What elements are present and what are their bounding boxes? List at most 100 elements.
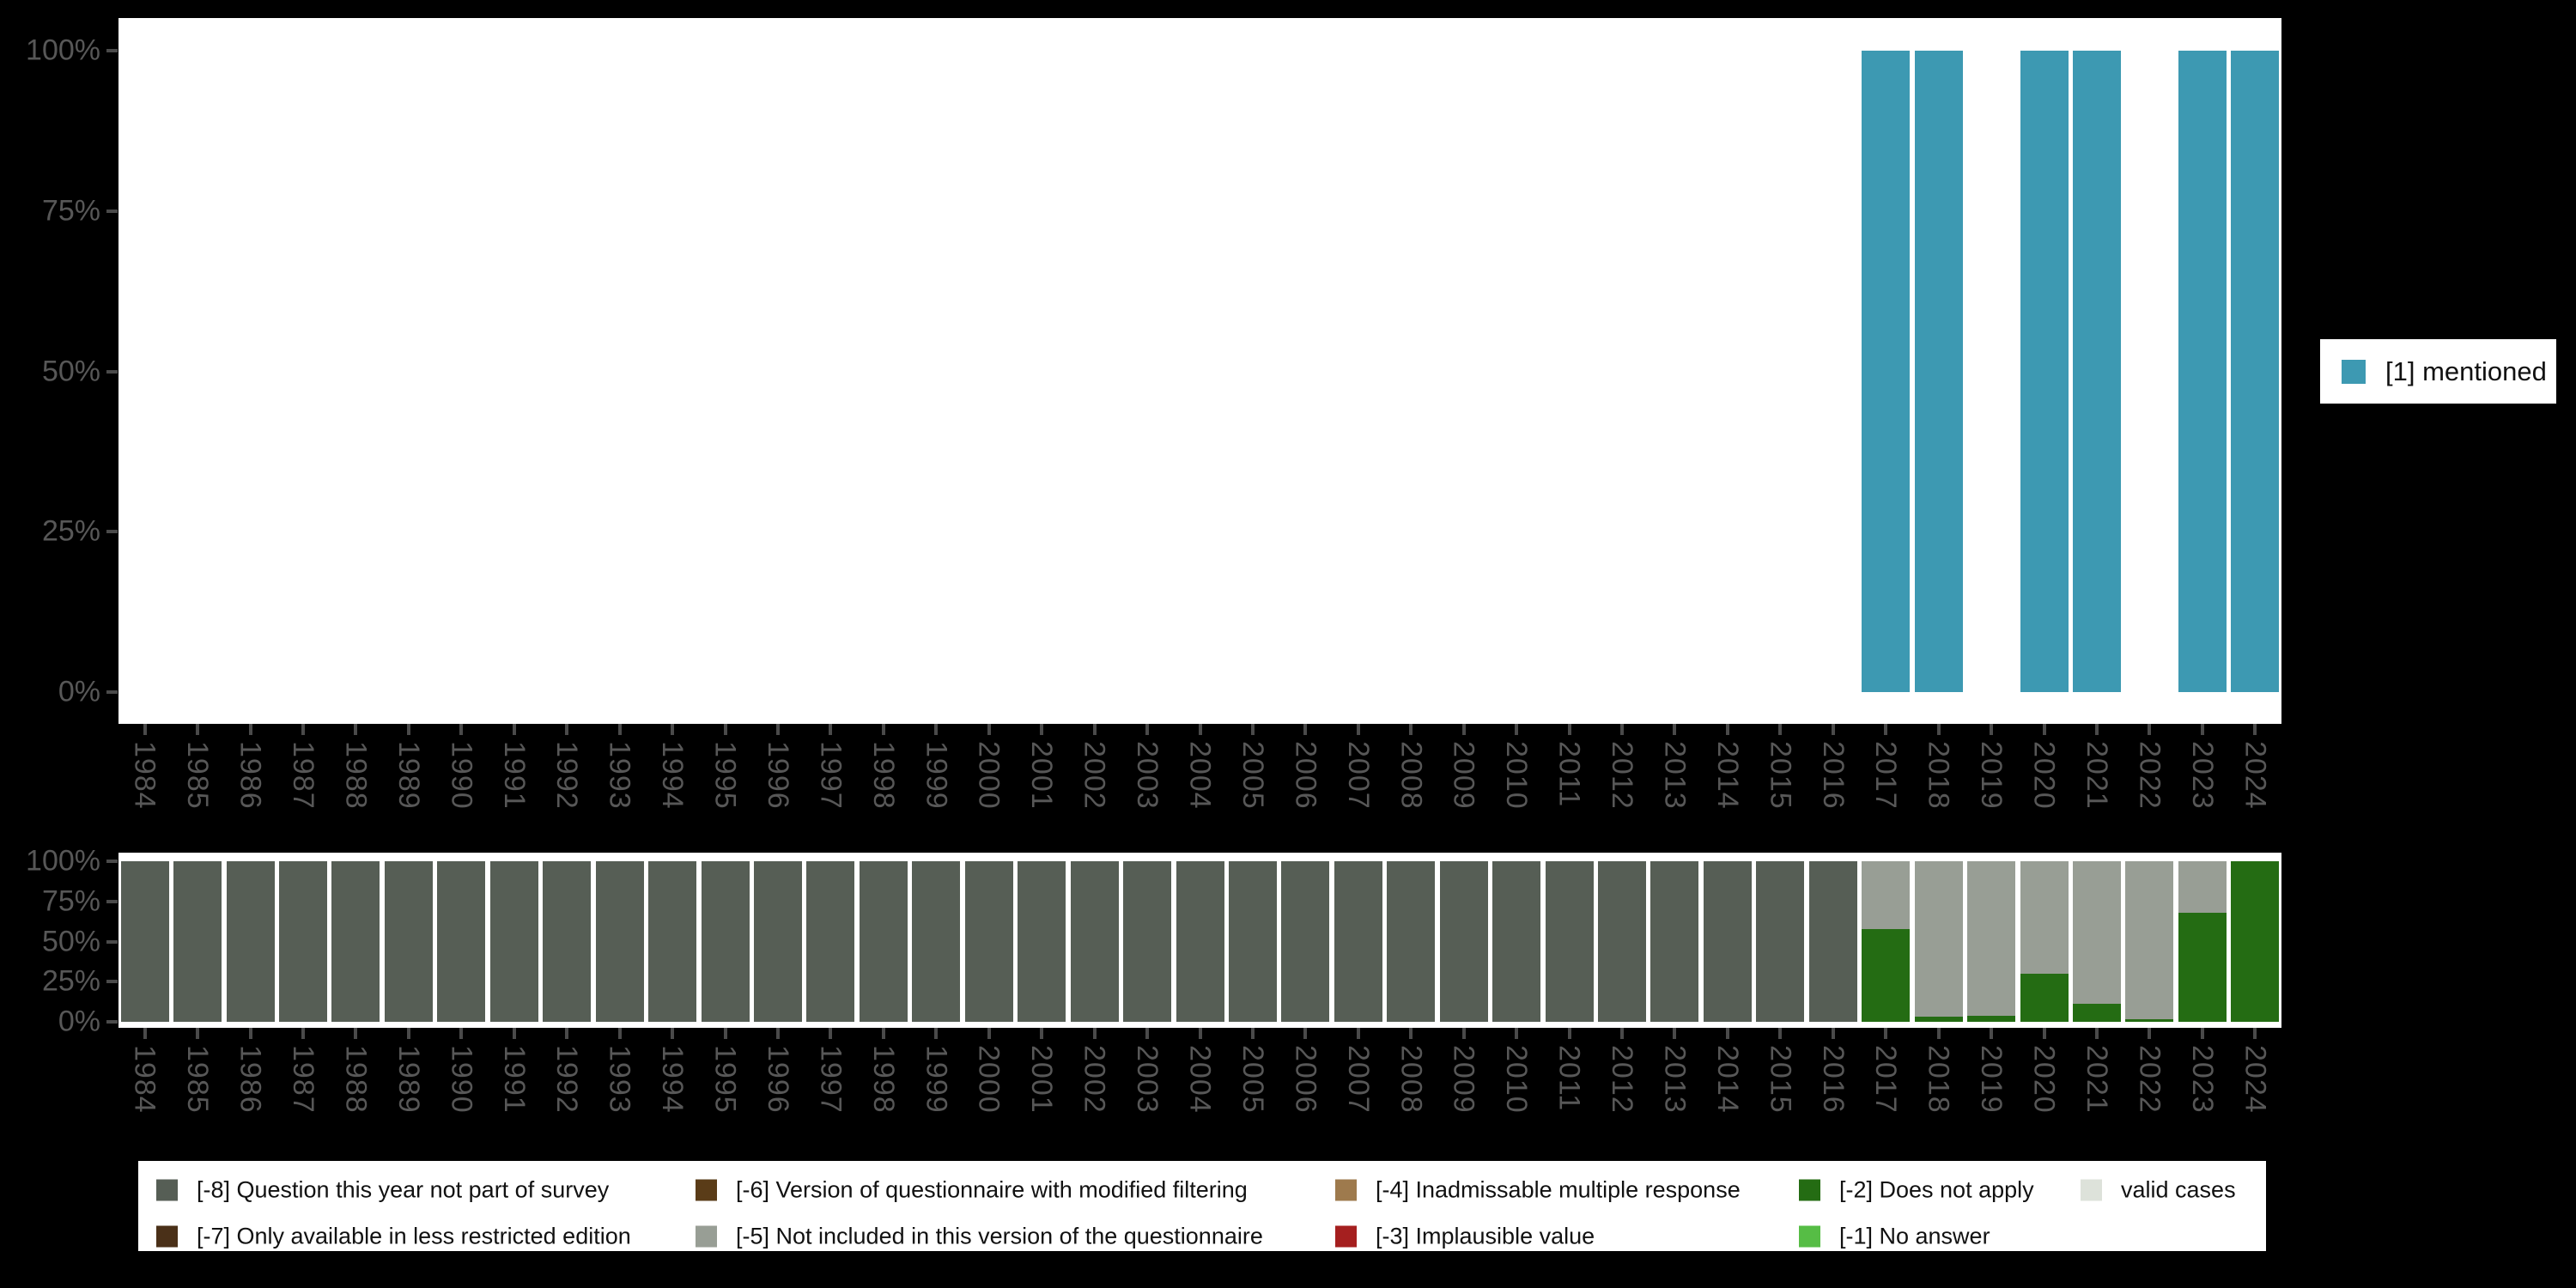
bar-segment-2017 <box>1862 861 1911 929</box>
y-axis-label: 50% <box>41 925 100 957</box>
x-tick <box>248 1028 252 1039</box>
x-axis-label-2014: 2014 <box>1710 1045 1744 1114</box>
y-axis-label: 25% <box>41 964 100 998</box>
x-axis-label-2012: 2012 <box>1606 741 1638 810</box>
x-tick <box>2253 724 2257 735</box>
x-axis-label-2001: 2001 <box>1025 741 1059 810</box>
x-axis-label-2013: 2013 <box>1658 741 1692 810</box>
bar-segment-2010 <box>1492 861 1541 1022</box>
x-axis-label-2004: 2004 <box>1183 1045 1217 1114</box>
x-tick <box>1990 1028 1994 1039</box>
x-axis-label-1999: 1999 <box>920 741 953 810</box>
x-tick <box>775 1028 780 1039</box>
legend-item-label: [-1] No answer <box>1839 1223 1990 1249</box>
x-tick <box>1778 724 1783 735</box>
x-axis-label-2004: 2004 <box>1183 741 1217 810</box>
x-axis-label-2009: 2009 <box>1447 1045 1480 1114</box>
bar-segment-2019 <box>1967 861 2016 1016</box>
x-axis-label-2021: 2021 <box>2080 1045 2113 1114</box>
legend-item-label: [-8] Question this year not part of surv… <box>197 1176 610 1203</box>
bar-segment-2021 <box>2072 51 2121 692</box>
x-axis-label-2007: 2007 <box>1341 741 1375 810</box>
x-axis-label-2002: 2002 <box>1078 1045 1111 1114</box>
bar-segment-1999 <box>912 861 961 1022</box>
x-tick <box>1831 724 1835 735</box>
y-axis-label: 25% <box>41 514 100 548</box>
bar-segment-2006 <box>1281 861 1330 1022</box>
x-tick <box>617 724 622 735</box>
x-tick <box>565 724 569 735</box>
y-axis-label: 0% <box>58 675 100 708</box>
x-axis-label-2024: 2024 <box>2239 741 2272 810</box>
x-axis-label-1988: 1988 <box>339 1045 373 1114</box>
x-axis-label-2019: 2019 <box>1975 741 2008 810</box>
x-axis-label-1997: 1997 <box>814 741 848 810</box>
bar-segment-2003 <box>1123 861 1172 1022</box>
x-tick <box>1936 1028 1941 1039</box>
bar-segment-2022 <box>2125 861 2174 1020</box>
x-axis-label-2014: 2014 <box>1710 741 1744 810</box>
x-axis-label-2016: 2016 <box>1816 741 1850 810</box>
x-tick <box>1303 724 1308 735</box>
x-axis-label-1984: 1984 <box>128 741 161 810</box>
legend-item: [-6] Version of questionnaire with modif… <box>696 1177 1248 1204</box>
legend-swatch <box>1799 1225 1820 1248</box>
x-axis-label-2011: 2011 <box>1552 741 1586 808</box>
x-axis-label-2008: 2008 <box>1394 741 1428 810</box>
legend-swatch <box>696 1225 717 1248</box>
x-tick <box>1250 724 1255 735</box>
x-tick <box>354 1028 358 1039</box>
x-tick <box>1198 724 1202 735</box>
x-axis-label-2011: 2011 <box>1552 1045 1586 1112</box>
x-axis-label-1985: 1985 <box>181 1045 215 1114</box>
x-axis-label-1989: 1989 <box>392 1045 425 1114</box>
bar-segment-2021 <box>2072 1004 2121 1022</box>
x-tick <box>2042 1028 2046 1039</box>
y-tick <box>106 860 118 863</box>
x-tick <box>1040 1028 1044 1039</box>
x-tick <box>196 1028 200 1039</box>
x-axis-label-1986: 1986 <box>234 1045 267 1114</box>
x-axis-label-1988: 1988 <box>339 741 373 810</box>
x-tick <box>1620 724 1624 735</box>
x-tick <box>1725 1028 1729 1039</box>
x-axis-label-1990: 1990 <box>445 741 478 810</box>
bar-segment-2016 <box>1808 861 1857 1022</box>
bar-segment-1991 <box>489 861 538 1022</box>
legend-item-label: [-3] Implausible value <box>1376 1223 1595 1249</box>
y-tick <box>106 980 118 984</box>
x-axis-label-1985: 1985 <box>181 741 215 810</box>
legend-item-label: [-2] Does not apply <box>1839 1176 2034 1203</box>
legend-item: [-4] Inadmissable multiple response <box>1335 1177 1741 1204</box>
bar-segment-2020 <box>2020 51 2069 692</box>
x-tick <box>671 1028 675 1039</box>
x-tick <box>1356 724 1360 735</box>
x-tick <box>301 724 306 735</box>
x-tick <box>1409 724 1413 735</box>
x-tick <box>934 1028 939 1039</box>
x-axis-label-1992: 1992 <box>550 1045 584 1114</box>
x-axis-label-2020: 2020 <box>2027 741 2061 810</box>
x-tick <box>512 1028 516 1039</box>
x-axis-label-1986: 1986 <box>234 741 267 810</box>
x-axis-label-2018: 2018 <box>1922 1045 1955 1114</box>
top-legend: [1] mentioned <box>2320 339 2556 404</box>
x-axis-label-2021: 2021 <box>2080 741 2113 810</box>
x-tick <box>459 724 464 735</box>
y-tick <box>106 49 118 52</box>
x-tick <box>1092 1028 1097 1039</box>
x-tick <box>1515 724 1519 735</box>
x-tick <box>143 1028 147 1039</box>
x-tick <box>354 724 358 735</box>
bar-segment-2014 <box>1703 861 1752 1022</box>
x-axis-label-1993: 1993 <box>603 741 636 810</box>
x-tick <box>1567 724 1571 735</box>
x-axis-label-1994: 1994 <box>656 1045 690 1114</box>
x-axis-label-2003: 2003 <box>1131 741 1164 810</box>
x-tick <box>1409 1028 1413 1039</box>
x-tick <box>829 724 833 735</box>
x-tick <box>1725 724 1729 735</box>
legend-item: [-3] Implausible value <box>1335 1224 1595 1250</box>
bar-segment-2001 <box>1018 861 1066 1022</box>
